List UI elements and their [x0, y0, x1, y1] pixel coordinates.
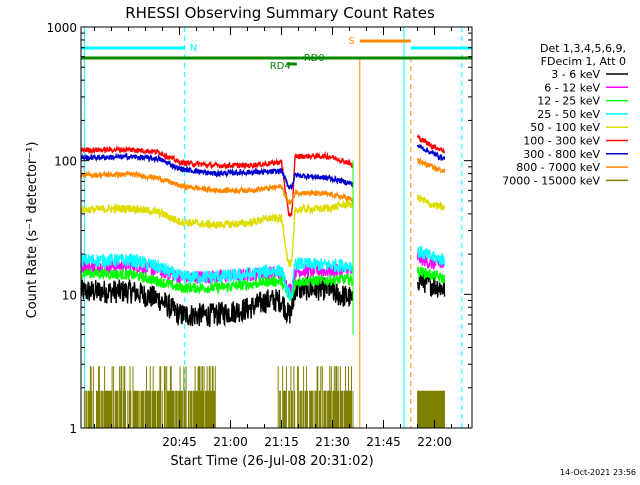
x-tick-label: 21:30	[315, 435, 350, 449]
series-line	[416, 157, 446, 174]
legend-label: 25 - 50 keV	[537, 108, 600, 121]
legend-label: 50 - 100 keV	[530, 121, 600, 134]
annotation-label: RD4	[270, 61, 291, 72]
x-tick-label: 22:00	[417, 435, 452, 449]
series-line	[80, 169, 354, 206]
legend-label: 7000 - 15000 keV	[502, 174, 600, 187]
legend-header-line-1: Det 1,3,4,5,6,9,	[540, 42, 626, 55]
annotation-label: N	[190, 43, 197, 54]
annotation-label: S	[348, 36, 354, 47]
y-axis-label: Count Rate (s⁻¹ detector⁻¹)	[25, 142, 40, 319]
x-tick-label: 21:00	[213, 435, 248, 449]
legend-label: 800 - 7000 keV	[516, 161, 600, 174]
series-line	[80, 197, 354, 268]
chart-title: RHESSI Observing Summary Count Rates	[125, 4, 435, 22]
y-tick-label: 100	[54, 155, 77, 169]
series-line	[416, 266, 446, 284]
x-tick-label: 21:15	[264, 435, 299, 449]
y-tick-label: 1000	[46, 21, 77, 35]
footer-date: 14-Oct-2021 23:56	[560, 468, 636, 477]
series-line	[80, 144, 354, 218]
series-line	[80, 274, 354, 328]
series-line	[80, 267, 354, 301]
annotation-label: RD0	[304, 53, 325, 64]
x-tick-label: 21:45	[366, 435, 401, 449]
legend-label: 100 - 300 keV	[523, 135, 600, 148]
series-spikes	[277, 366, 354, 428]
series-line	[80, 252, 354, 301]
plot-frame	[80, 26, 473, 429]
plot-layer: N S RD0 RD4 1 10 100 1000 20:45 21:00 21:15 21:30 21…	[46, 21, 628, 449]
series-line	[416, 246, 446, 267]
y-tick-label: 10	[62, 288, 77, 302]
legend-label: 12 - 25 keV	[537, 95, 600, 108]
series-line	[416, 133, 446, 154]
legend-label: 3 - 6 keV	[551, 68, 600, 81]
legend-header-line-2: FDecim 1, Att 0	[541, 55, 626, 68]
legend-label: 6 - 12 keV	[544, 81, 600, 94]
legend-label: 300 - 800 keV	[523, 148, 600, 161]
series-line	[416, 194, 446, 211]
series-spikes	[83, 366, 216, 428]
x-axis-label: Start Time (26-Jul-08 20:31:02)	[170, 454, 373, 469]
series-spikes	[417, 390, 445, 428]
series-line	[80, 152, 354, 191]
y-tick-label: 1	[69, 422, 77, 436]
x-tick-label: 20:45	[162, 435, 197, 449]
series-line	[416, 144, 446, 162]
